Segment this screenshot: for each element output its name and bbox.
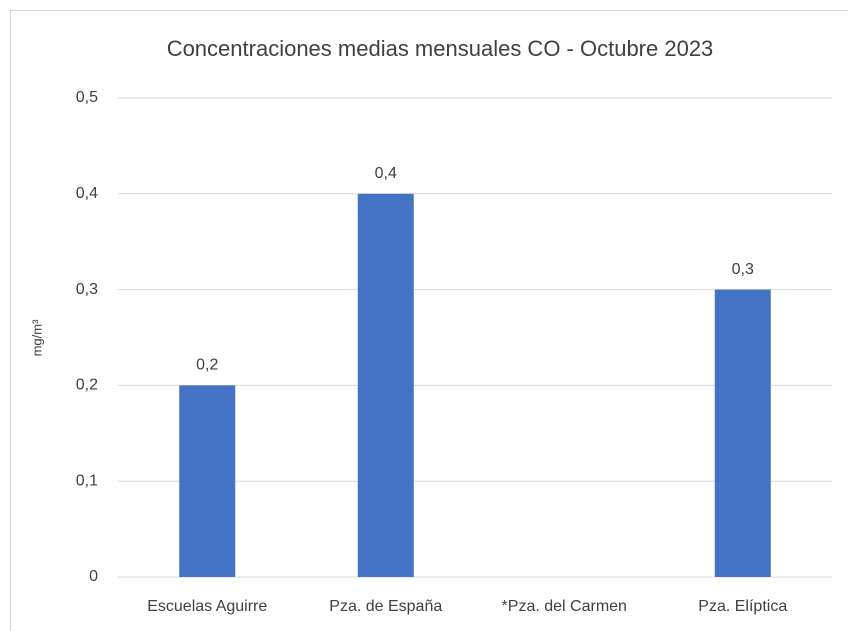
bar xyxy=(179,385,236,577)
y-tick-label: 0 xyxy=(89,568,98,585)
y-axis-label: mg/m³ xyxy=(29,319,44,357)
chart-title: Concentraciones medias mensuales CO - Oc… xyxy=(167,36,714,61)
y-tick-label: 0,5 xyxy=(76,89,98,106)
y-tick-label: 0,4 xyxy=(76,185,98,202)
y-tick-label: 0,1 xyxy=(76,472,98,489)
data-label: 0,3 xyxy=(732,261,754,278)
x-tick-label: *Pza. del Carmen xyxy=(502,598,627,615)
x-tick-label: Pza. Elíptica xyxy=(698,598,787,615)
y-tick-label: 0,2 xyxy=(76,377,98,394)
chart-border xyxy=(10,10,848,631)
bar xyxy=(357,193,414,578)
bar xyxy=(714,289,771,577)
data-label: 0,4 xyxy=(375,165,397,182)
data-label: 0,2 xyxy=(196,357,218,374)
x-tick-label: Pza. de España xyxy=(329,598,442,615)
x-tick-label: Escuelas Aguirre xyxy=(147,598,267,615)
y-tick-label: 0,3 xyxy=(76,281,98,298)
